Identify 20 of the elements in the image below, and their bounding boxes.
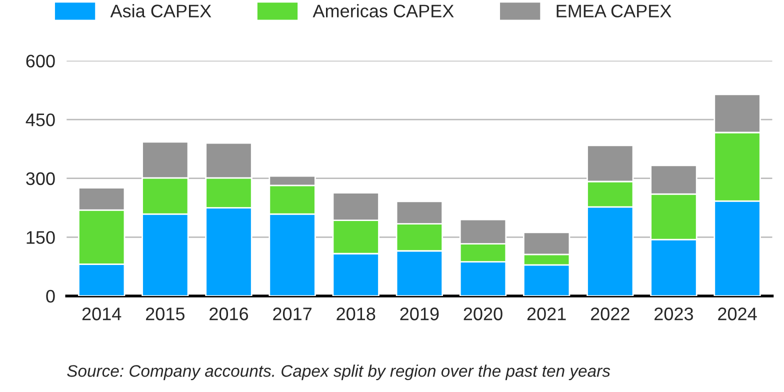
legend-label: Asia CAPEX bbox=[110, 4, 212, 18]
x-tick-label: 2023 bbox=[654, 308, 693, 320]
x-tick-label: 2021 bbox=[527, 308, 566, 320]
y-tick-label: 600 bbox=[26, 54, 55, 68]
x-tick-label: 2024 bbox=[718, 308, 757, 320]
x-tick-label: 2019 bbox=[400, 308, 439, 320]
x-tick-label: 2017 bbox=[273, 308, 312, 320]
x-tick-label: 2016 bbox=[210, 308, 248, 320]
x-tick-label: 2022 bbox=[590, 308, 630, 320]
source-note: Source: Company accounts. Capex split by region over the past ten years bbox=[67, 364, 610, 380]
y-tick-label: 150 bbox=[26, 231, 55, 244]
x-tick-label: 2015 bbox=[146, 308, 184, 320]
legend-label: Americas CAPEX bbox=[312, 4, 454, 18]
y-tick-label: 0 bbox=[46, 290, 55, 303]
y-tick-label: 300 bbox=[26, 172, 55, 186]
x-tick-label: 2014 bbox=[82, 308, 122, 320]
y-tick-label: 450 bbox=[26, 113, 55, 126]
legend-label: EMEA CAPEX bbox=[556, 4, 672, 18]
x-tick-label: 2020 bbox=[464, 308, 502, 320]
x-tick-label: 2018 bbox=[336, 308, 376, 320]
